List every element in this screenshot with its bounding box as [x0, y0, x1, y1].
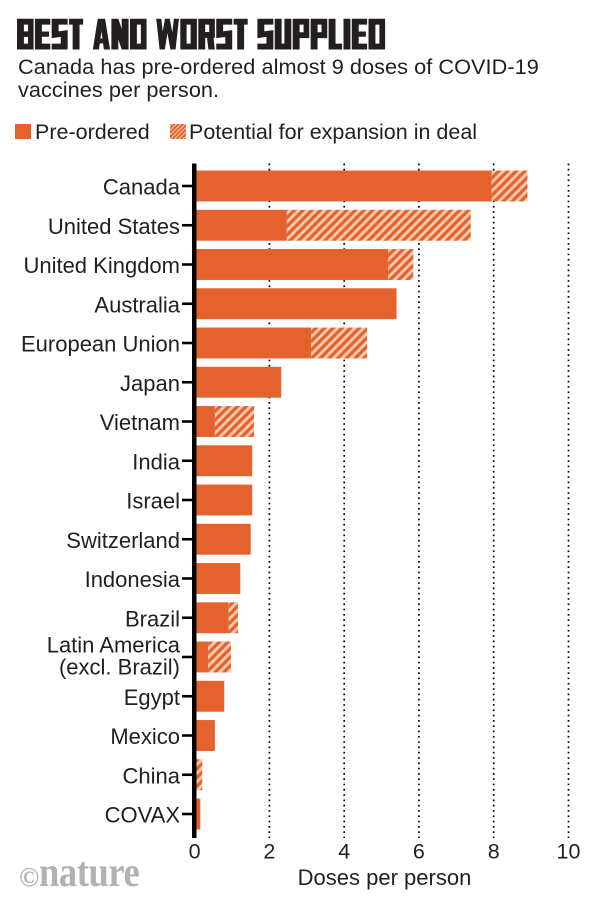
svg-text:COVAX: COVAX [105, 803, 181, 828]
svg-text:Australia: Australia [94, 292, 180, 317]
svg-text:6: 6 [413, 840, 425, 864]
svg-text:Brazil: Brazil [125, 606, 180, 631]
svg-text:nature: nature [39, 848, 139, 895]
svg-text:Israel: Israel [126, 489, 180, 514]
svg-text:10: 10 [557, 840, 581, 864]
svg-text:Vietnam: Vietnam [100, 410, 180, 435]
svg-text:2: 2 [263, 840, 275, 864]
svg-text:(excl. Brazil): (excl. Brazil) [59, 654, 180, 679]
svg-text:Indonesia: Indonesia [85, 567, 181, 592]
svg-text:Canada: Canada [103, 175, 181, 200]
svg-text:Switzerland: Switzerland [66, 528, 180, 553]
svg-text:Doses per person: Doses per person [298, 865, 472, 890]
svg-text:4: 4 [338, 840, 350, 864]
svg-text:India: India [132, 449, 180, 474]
svg-text:Egypt: Egypt [124, 685, 180, 710]
svg-text:Japan: Japan [120, 371, 180, 396]
svg-text:0: 0 [189, 840, 201, 864]
svg-text:8: 8 [488, 840, 500, 864]
svg-text:Mexico: Mexico [110, 724, 180, 749]
svg-text:Latin America: Latin America [47, 632, 181, 657]
svg-text:United States: United States [48, 214, 180, 239]
svg-text:United Kingdom: United Kingdom [23, 253, 180, 278]
svg-text:©: © [19, 862, 39, 892]
svg-text:European Union: European Union [21, 332, 180, 357]
svg-text:China: China [123, 763, 181, 788]
